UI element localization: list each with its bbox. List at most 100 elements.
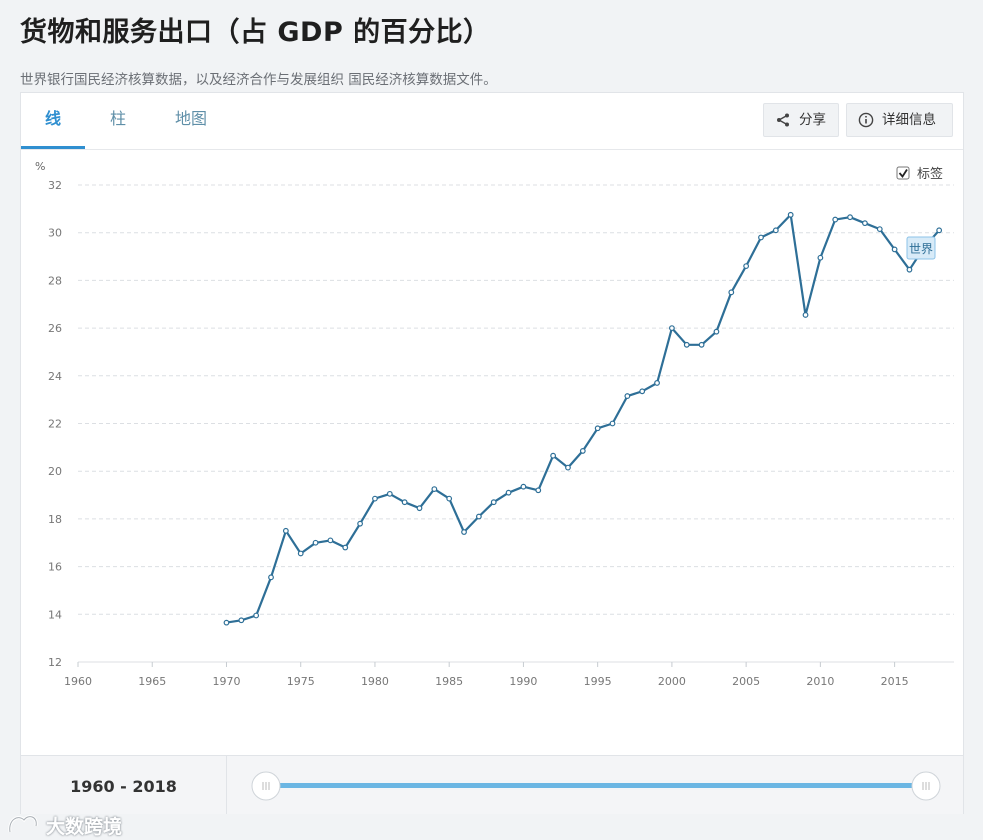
data-point[interactable]: [728, 289, 735, 296]
data-point[interactable]: [787, 211, 794, 218]
data-point[interactable]: [223, 619, 230, 626]
chart-card: 线 柱 地图 分享 详细信息 12 14 16 18 20 22 24 26 28 30 32 1: [20, 92, 964, 814]
data-point[interactable]: [891, 246, 898, 253]
range-slider[interactable]: [227, 756, 963, 814]
x-tick-label: 1995: [584, 675, 612, 688]
data-point[interactable]: [475, 513, 482, 520]
data-point[interactable]: [312, 539, 319, 546]
data-point[interactable]: [327, 537, 334, 544]
slider-handle-start[interactable]: [251, 771, 281, 801]
data-point[interactable]: [297, 550, 304, 557]
data-point[interactable]: [683, 341, 690, 348]
data-point[interactable]: [550, 452, 557, 459]
page-subtitle: 世界银行国民经济核算数据，以及经济合作与发展组织 国民经济核算数据文件。: [20, 72, 497, 88]
data-point[interactable]: [505, 489, 512, 496]
x-tick-label: 2005: [732, 675, 760, 688]
slider-handle-end[interactable]: [911, 771, 941, 801]
data-point[interactable]: [594, 425, 601, 432]
tab-bar-chart[interactable]: 柱: [109, 109, 126, 128]
y-tick-label: 12: [48, 656, 62, 669]
range-footer: 1960 - 2018: [21, 755, 963, 814]
data-point[interactable]: [431, 486, 438, 492]
y-tick-label: 18: [48, 513, 62, 526]
series-line-world: [226, 213, 941, 624]
data-point[interactable]: [357, 520, 364, 527]
x-tick-label: 1975: [287, 675, 315, 688]
data-point[interactable]: [906, 266, 913, 273]
watermark-logo-icon: [8, 815, 38, 833]
data-point[interactable]: [520, 483, 527, 490]
tab-bar: 线 柱 地图 分享 详细信息: [21, 93, 963, 150]
x-tick-label: 2010: [806, 675, 834, 688]
x-tick-labels: 1960 1965 1970 1975 1980 1985 1990 1995 2000 2005…: [64, 662, 909, 688]
data-point[interactable]: [372, 495, 378, 502]
series-label-text: 世界: [909, 242, 933, 256]
page-title: 货物和服务出口（占 GDP 的百分比）: [20, 17, 491, 48]
grid-lines: [78, 184, 954, 663]
data-point[interactable]: [817, 254, 824, 261]
y-tick-label: 24: [48, 370, 62, 383]
y-tick-label: 30: [48, 227, 62, 240]
tab-line[interactable]: 线: [21, 93, 85, 149]
data-point[interactable]: [639, 388, 646, 395]
data-point[interactable]: [772, 227, 779, 234]
data-point[interactable]: [253, 612, 260, 619]
data-point[interactable]: [743, 263, 750, 269]
watermark-text: 大数跨境: [46, 816, 123, 838]
data-point[interactable]: [490, 499, 497, 506]
share-button[interactable]: 分享: [763, 103, 839, 137]
y-tick-label: 14: [48, 608, 62, 621]
data-point[interactable]: [668, 325, 675, 332]
checkmark-icon: [898, 169, 908, 179]
data-point[interactable]: [238, 617, 245, 624]
data-point[interactable]: [416, 505, 423, 512]
data-point[interactable]: [579, 448, 586, 454]
data-point[interactable]: [862, 220, 868, 227]
data-point[interactable]: [535, 487, 542, 494]
y-tick-label: 20: [48, 465, 62, 478]
x-tick-label: 2000: [658, 675, 686, 688]
share-icon: [777, 113, 789, 127]
data-point[interactable]: [832, 216, 839, 223]
data-point[interactable]: [282, 527, 289, 534]
data-point[interactable]: [401, 499, 408, 506]
labels-toggle[interactable]: 标签: [896, 166, 943, 182]
data-point[interactable]: [446, 495, 453, 502]
data-point[interactable]: [654, 380, 660, 386]
data-point[interactable]: [936, 227, 943, 234]
data-point[interactable]: [698, 341, 705, 348]
x-tick-label: 1965: [138, 675, 166, 688]
x-tick-label: 1985: [435, 675, 463, 688]
x-tick-label: 2015: [881, 675, 909, 688]
data-point[interactable]: [565, 464, 571, 471]
data-point[interactable]: [268, 574, 274, 581]
details-button[interactable]: 详细信息: [846, 103, 953, 137]
data-point[interactable]: [342, 544, 349, 551]
data-point[interactable]: [847, 214, 853, 221]
series-label-world[interactable]: 世界: [906, 236, 936, 260]
data-point[interactable]: [802, 312, 809, 318]
y-tick-label: 16: [48, 561, 62, 574]
x-tick-label: 1960: [64, 675, 92, 688]
data-point[interactable]: [758, 234, 764, 241]
data-point[interactable]: [461, 529, 467, 535]
x-tick-label: 1980: [361, 675, 389, 688]
share-label: 分享: [799, 112, 826, 128]
y-tick-label: 28: [48, 274, 62, 287]
y-tick-labels: 12 14 16 18 20 22 24 26 28 30 32: [48, 179, 62, 669]
data-point[interactable]: [876, 226, 883, 233]
data-point[interactable]: [624, 393, 631, 399]
series-points: [223, 211, 943, 626]
info-icon: [858, 112, 874, 128]
slider-track: [265, 783, 925, 788]
x-tick-label: 1990: [509, 675, 537, 688]
watermark: 大数跨境: [0, 806, 140, 840]
data-point[interactable]: [713, 328, 720, 335]
data-point[interactable]: [386, 490, 393, 497]
y-axis-label: %: [35, 160, 45, 173]
tab-map[interactable]: 地图: [174, 109, 207, 128]
data-point[interactable]: [609, 420, 616, 427]
labels-toggle-label: 标签: [917, 166, 943, 182]
x-tick-label: 1970: [212, 675, 240, 688]
